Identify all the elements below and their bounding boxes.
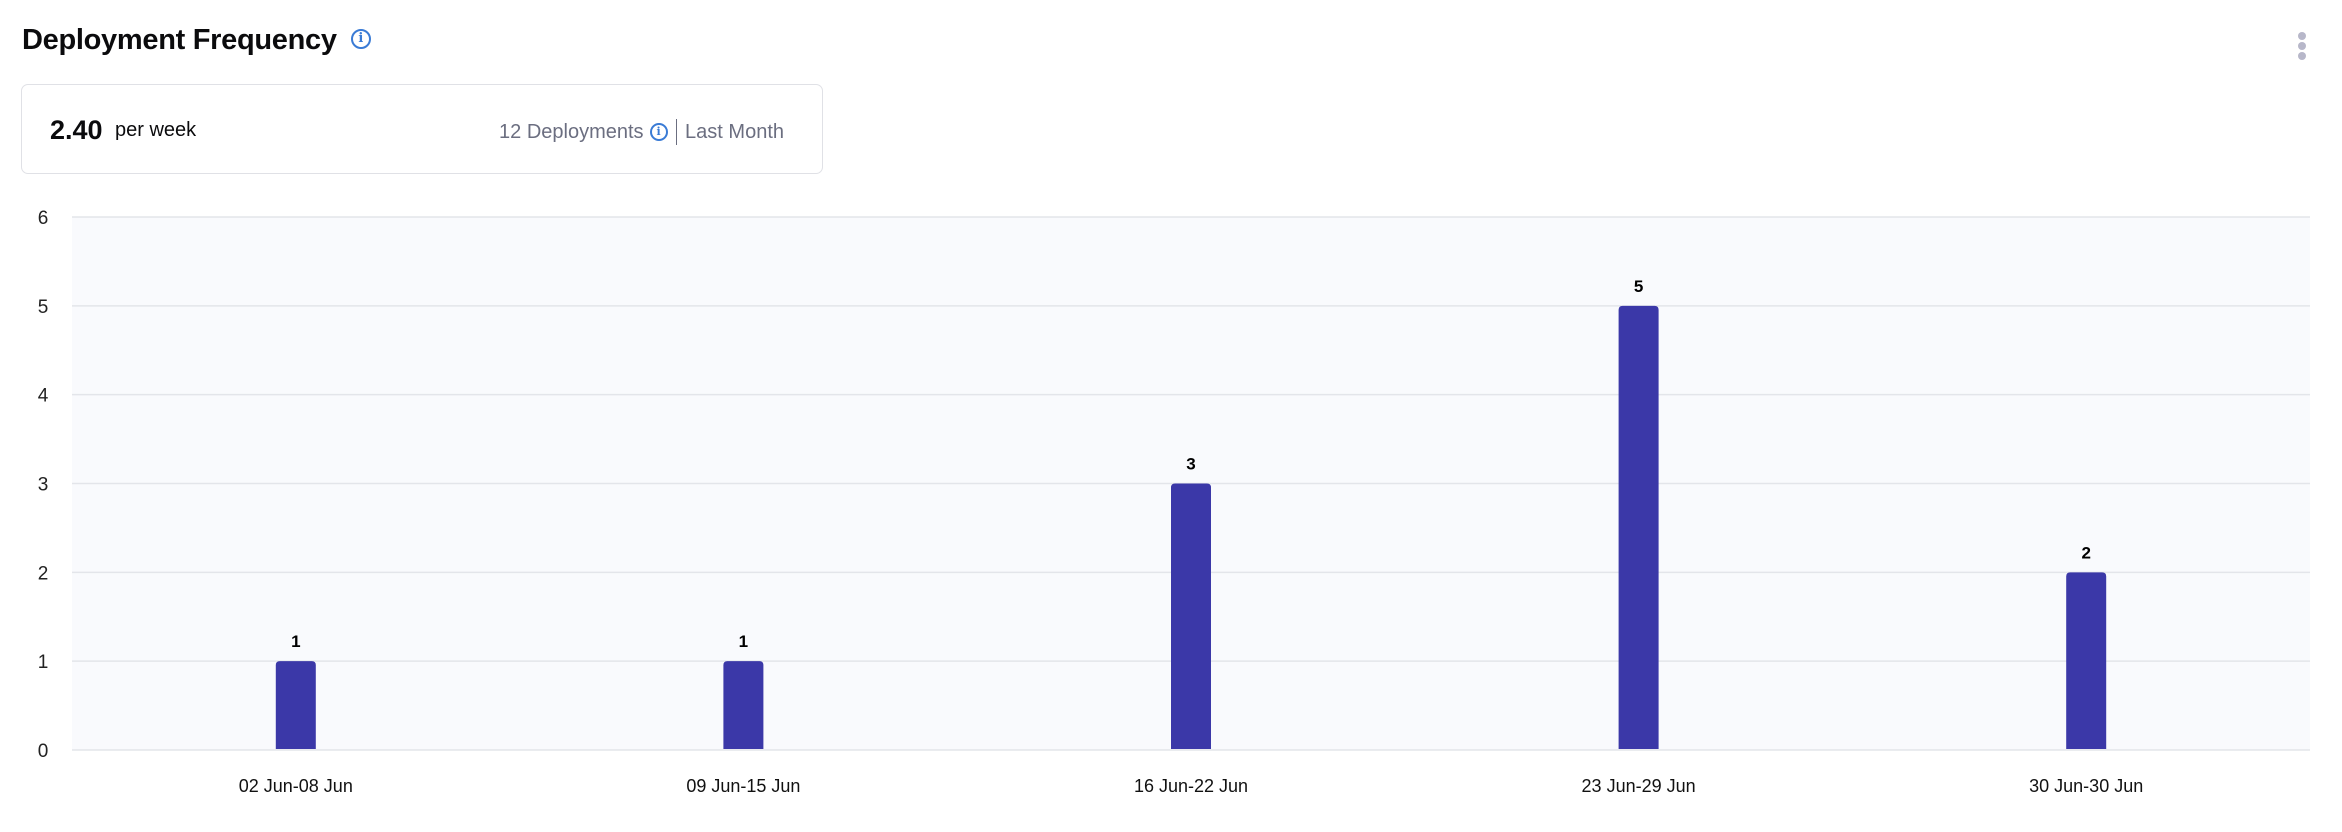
bar: [2066, 572, 2107, 749]
y-tick-label: 3: [38, 475, 49, 496]
period-label: Last Month: [685, 120, 784, 143]
data-label: 3: [1186, 455, 1195, 474]
title-text: Deployment Frequency: [22, 24, 337, 56]
x-tick-label: 02 Jun-08 Jun: [239, 776, 353, 796]
bar: [275, 661, 316, 749]
y-tick-label: 0: [38, 741, 49, 762]
deployments-count: 12 Deployments: [499, 120, 644, 143]
bar: [723, 661, 764, 749]
bar: [1618, 305, 1659, 749]
data-label: 1: [739, 632, 748, 651]
summary-meta: 12 Deployments i Last Month: [499, 119, 784, 145]
y-tick-label: 4: [38, 386, 49, 407]
info-icon[interactable]: i: [350, 29, 371, 50]
summary-card: 2.40 per week 12 Deployments i Last Mont…: [21, 84, 823, 174]
data-label: 1: [291, 632, 300, 651]
x-tick-label: 23 Jun-29 Jun: [1582, 776, 1696, 796]
x-tick-label: 30 Jun-30 Jun: [2029, 776, 2143, 796]
kebab-menu-icon[interactable]: [2295, 32, 2309, 60]
x-tick-label: 09 Jun-15 Jun: [686, 776, 800, 796]
info-icon[interactable]: i: [649, 123, 668, 141]
divider: [675, 119, 678, 145]
frequency-unit: per week: [115, 119, 197, 141]
x-tick-label: 16 Jun-22 Jun: [1134, 776, 1248, 796]
y-tick-label: 1: [38, 652, 49, 673]
y-tick-label: 5: [38, 297, 49, 318]
y-tick-label: 6: [38, 208, 49, 229]
frequency-value: 2.40: [50, 115, 103, 145]
y-tick-label: 2: [38, 563, 49, 584]
chart-title: Deployment Frequency i: [22, 24, 371, 57]
data-label: 5: [1634, 277, 1643, 296]
data-label: 2: [2081, 543, 2090, 562]
bar: [1171, 483, 1211, 749]
